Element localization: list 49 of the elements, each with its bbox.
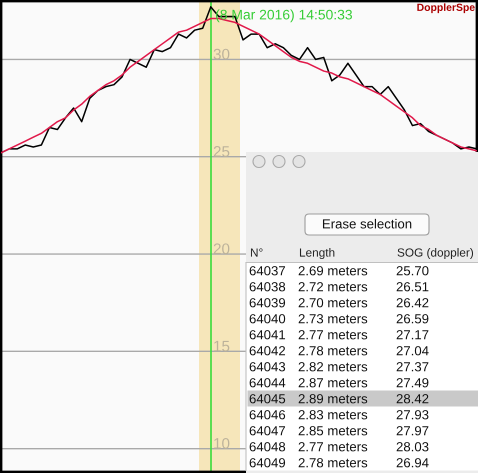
text: 2.89 meters [298,394,368,404]
text: 2.78 meters [298,346,368,356]
text: 27.97 [396,426,428,436]
x-tick-label: SOG (doppler) [398,248,474,260]
y-tick-label: 64041 [250,330,286,340]
annotation: Erase selection [322,218,412,229]
y-tick-label: 64037 [250,266,286,276]
text: 27.93 [396,410,428,420]
text: 2.77 meters [298,330,368,340]
y-tick-label: 64044 [250,378,286,388]
y-tick-label: 64042 [250,346,286,356]
y-tick-label: 64045 [250,394,286,404]
y-tick-label: 64046 [250,410,286,420]
y-tick-label: 64043 [250,362,286,372]
text: 2.73 meters [298,314,368,324]
text: 25.70 [396,266,428,276]
text: 2.78 meters [298,458,368,468]
text: 27.49 [396,378,428,388]
y-tick-label: 15 [214,340,230,352]
text: 26.94 [396,458,429,468]
text: 26.51 [396,282,428,292]
text: 2.77 meters [298,442,368,452]
y-tick-label: 20 [214,243,230,254]
text: 2.82 meters [298,362,368,372]
text: 27.04 [396,346,429,356]
text: 2.69 meters [298,266,368,276]
text: 2.87 meters [298,378,368,388]
y-axis-title: N° [250,248,263,257]
text: 2.85 meters [298,426,368,436]
x-tick-label: Length [300,248,334,260]
text: 27.17 [396,330,428,340]
text: 28.42 [396,394,428,404]
chart-title: DopplerSpe [417,3,475,14]
y-tick-label: 64047 [250,426,286,436]
y-tick-label: 30 [214,48,230,60]
text: 28.03 [396,442,428,452]
y-tick-label: 10 [214,438,230,449]
text: 2.72 meters [298,282,368,292]
text: 2.83 meters [298,410,368,420]
y-tick-label: 25 [214,146,230,157]
text: 26.59 [396,314,428,324]
text: 26.42 [396,298,428,308]
text: 2.70 meters [298,298,368,308]
y-tick-label: 64040 [250,314,286,324]
y-tick-label: 64049 [250,458,286,468]
y-tick-label: 64048 [250,442,286,452]
text: 27.37 [396,362,428,372]
y-tick-label: 64038 [250,282,286,292]
y-tick-label: 64039 [250,298,286,308]
